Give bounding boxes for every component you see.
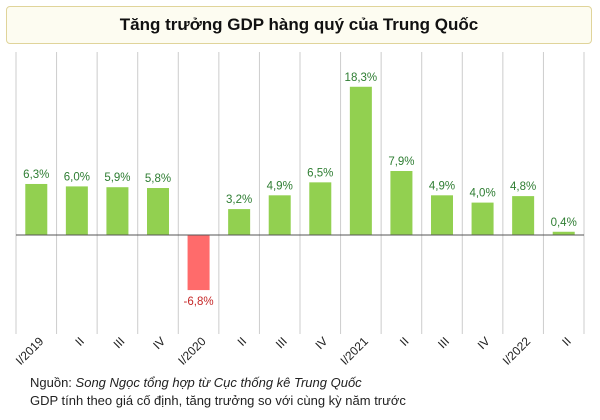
- data-label: 4,8%: [510, 181, 536, 193]
- chart-title-box: Tăng trưởng GDP hàng quý của Trung Quốc: [6, 6, 592, 44]
- x-tick-label: II: [559, 334, 574, 349]
- data-label: 5,8%: [145, 173, 171, 185]
- bar: [106, 187, 129, 235]
- bar: [390, 171, 413, 235]
- data-label: 5,9%: [104, 172, 130, 184]
- data-label: 7,9%: [388, 156, 414, 168]
- bar: [512, 196, 535, 235]
- bar: [65, 186, 88, 235]
- x-tick-label: I/2021: [337, 334, 371, 368]
- data-label: 4,9%: [267, 180, 293, 192]
- x-tick-label: III: [273, 334, 290, 351]
- data-label: 4,0%: [469, 188, 495, 200]
- source-note: Nguồn: Song Ngọc tổng hợp từ Cục thống k…: [30, 374, 406, 392]
- data-label: 3,2%: [226, 194, 252, 206]
- x-tick-label: I/2022: [500, 334, 534, 368]
- bar: [147, 188, 169, 235]
- x-tick-label: III: [111, 334, 128, 351]
- data-label: 4,9%: [429, 180, 455, 192]
- x-tick-label: I/2020: [175, 334, 209, 368]
- data-label: 0,4%: [551, 217, 577, 229]
- data-label: 6,3%: [23, 169, 49, 181]
- x-tick-label: IV: [312, 334, 330, 352]
- chart-title: Tăng trưởng GDP hàng quý của Trung Quốc: [119, 15, 479, 34]
- bar: [228, 209, 251, 235]
- bar: [187, 235, 210, 291]
- data-label: 6,0%: [64, 171, 90, 183]
- x-tick-label: II: [397, 334, 412, 349]
- x-tick-label: IV: [150, 334, 168, 352]
- bar: [431, 195, 453, 235]
- data-label: 6,5%: [307, 167, 333, 179]
- x-tick-label: II: [235, 334, 250, 349]
- bar: [349, 86, 372, 235]
- chart-notes: Nguồn: Song Ngọc tổng hợp từ Cục thống k…: [30, 374, 406, 410]
- footnote: GDP tính theo giá cố định, tăng trưởng s…: [30, 393, 406, 408]
- bar: [309, 182, 332, 235]
- x-tick-label: III: [435, 334, 452, 351]
- data-label: 18,3%: [345, 72, 378, 84]
- bar: [25, 183, 48, 235]
- source-label: Nguồn:: [30, 375, 72, 390]
- source-text: Song Ngọc tổng hợp từ Cục thống kê Trung…: [75, 375, 362, 390]
- data-label: -6,8%: [184, 296, 214, 308]
- bar: [552, 231, 575, 235]
- x-tick-label: I/2019: [13, 334, 47, 368]
- x-tick-label: II: [72, 334, 87, 349]
- bar: [268, 195, 291, 235]
- gdp-bar-chart: 6,3% 6,0% 5,9% 5,8% -6,8% 3,2% 4,9% 6,5% 18,3% 7,…: [13, 52, 585, 368]
- bar: [471, 202, 494, 235]
- x-tick-label: IV: [475, 334, 493, 352]
